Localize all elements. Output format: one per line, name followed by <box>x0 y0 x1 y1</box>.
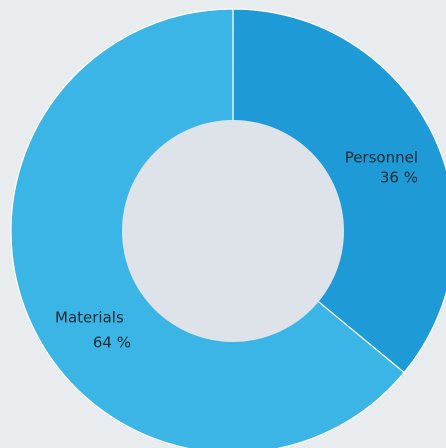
donut-hole <box>122 120 344 342</box>
slice-label: Materials <box>55 309 124 327</box>
slice-label: Personnel <box>345 149 418 167</box>
value-label: 36 % <box>380 169 418 187</box>
slice <box>232 8 446 374</box>
value-label: 64 % <box>93 334 131 352</box>
